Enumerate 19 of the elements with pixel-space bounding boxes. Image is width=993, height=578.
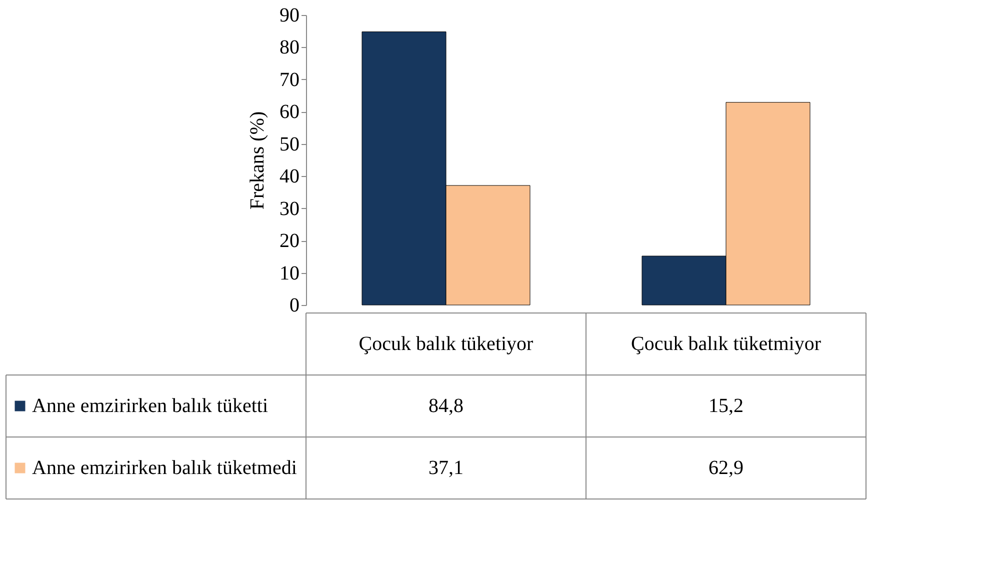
y-tick-label: 60 bbox=[280, 101, 300, 124]
y-tick-label: 30 bbox=[280, 198, 300, 220]
y-tick-label: 70 bbox=[280, 68, 300, 91]
data-label: 37,1 bbox=[428, 457, 464, 479]
data-label: 84,8 bbox=[428, 395, 464, 417]
y-tick-label: 50 bbox=[280, 133, 300, 156]
data-label: 62,9 bbox=[708, 457, 744, 479]
y-tick-label: 80 bbox=[280, 36, 300, 59]
x-tick-label: Çocuk balık tüketiyor bbox=[358, 333, 534, 355]
legend-label: Anne emzirirken balık tüketti bbox=[32, 395, 268, 417]
y-tick-label: 0 bbox=[290, 294, 300, 316]
y-axis-title: Frekans (%) bbox=[246, 111, 268, 210]
y-tick-label: 90 bbox=[280, 4, 300, 26]
y-tick-label: 10 bbox=[280, 262, 300, 284]
y-tick-label: 40 bbox=[280, 166, 300, 188]
x-tick-label: Çocuk balık tüketmiyor bbox=[631, 333, 822, 355]
legend-label: Anne emzirirken balık tüketmedi bbox=[32, 457, 298, 479]
y-tick-label: 20 bbox=[280, 230, 300, 252]
data-label: 15,2 bbox=[708, 395, 744, 417]
